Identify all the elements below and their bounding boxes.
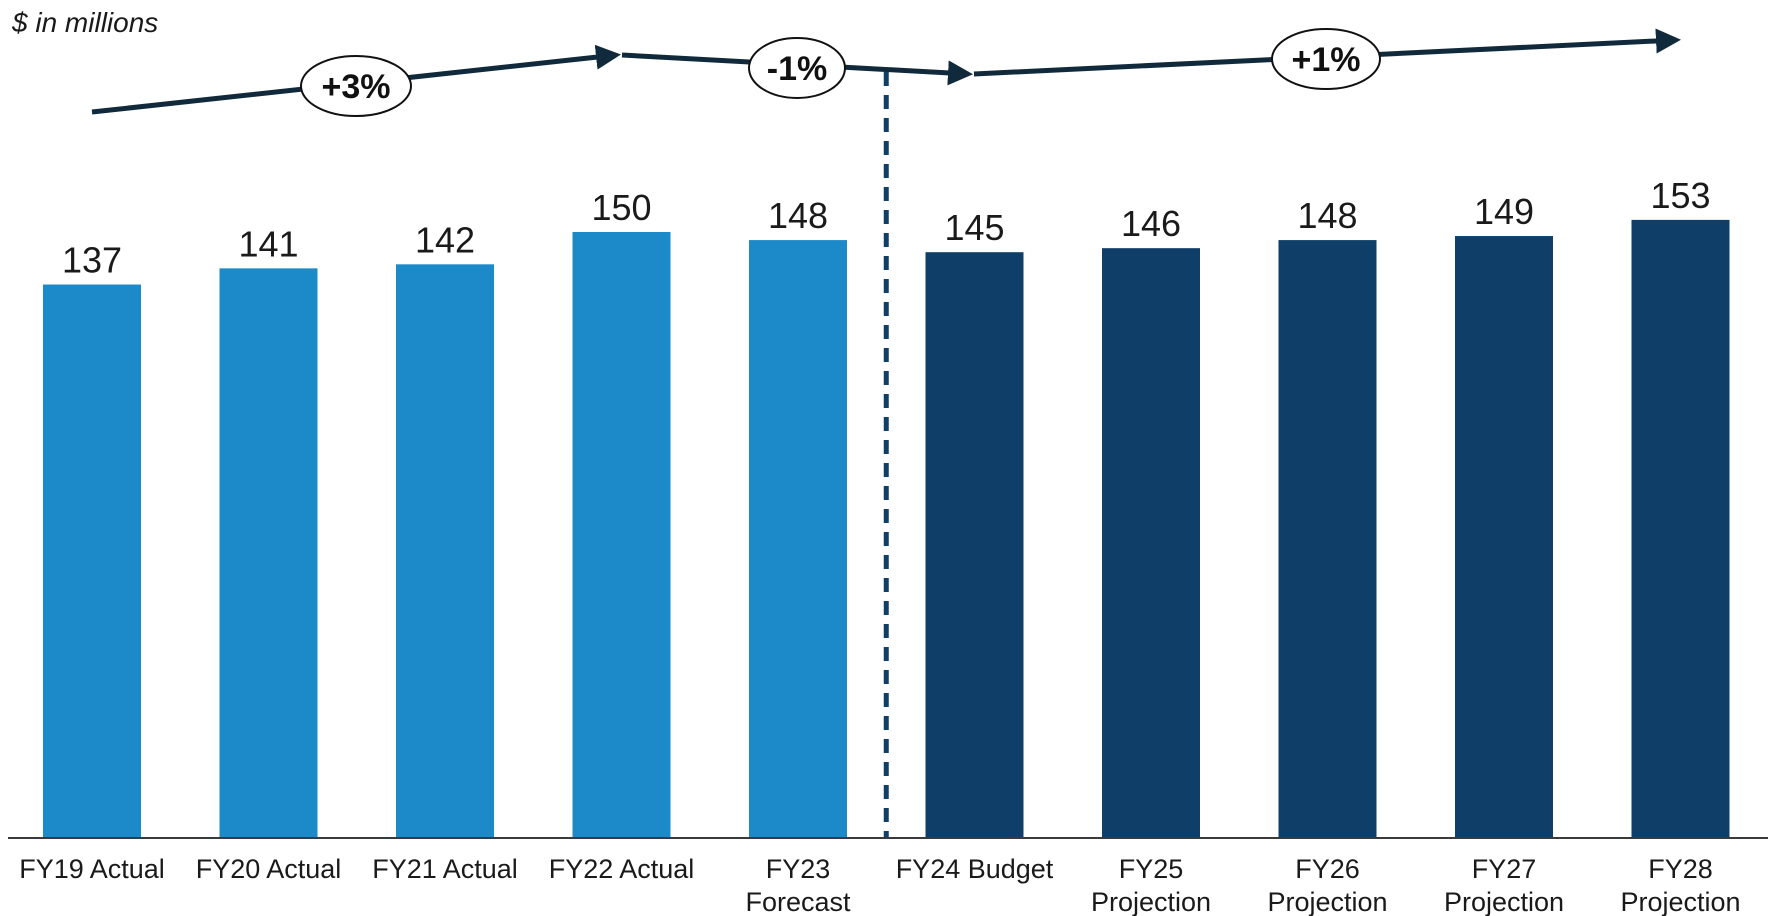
bar-1 bbox=[219, 268, 318, 838]
tick-label-4-line-0: FY23 bbox=[766, 854, 831, 884]
bar-5 bbox=[925, 252, 1024, 838]
tick-label-1: FY20 Actual bbox=[196, 854, 342, 884]
tick-label-3: FY22 Actual bbox=[549, 854, 695, 884]
tick-label-2-line-0: FY21 Actual bbox=[372, 854, 518, 884]
tick-label-6: FY25 Projection bbox=[1091, 854, 1211, 916]
value-labels-layer: 137 141 142 150 148 145 146 148 149 153 bbox=[62, 175, 1711, 281]
tick-label-5-line-0: FY24 Budget bbox=[896, 854, 1054, 884]
bar-6 bbox=[1102, 248, 1200, 838]
bar-9 bbox=[1631, 219, 1730, 838]
tick-label-7-line-1: Projection bbox=[1267, 887, 1387, 916]
cagr-label-0: +3% bbox=[322, 68, 391, 106]
value-label-9: 153 bbox=[1650, 175, 1710, 216]
tick-label-8-line-0: FY27 bbox=[1472, 854, 1537, 884]
tick-label-6-line-0: FY25 bbox=[1119, 854, 1184, 884]
bar-2 bbox=[396, 264, 494, 838]
bar-4 bbox=[749, 240, 847, 838]
tick-label-8: FY27 Projection bbox=[1444, 854, 1564, 916]
units-note: $ in millions bbox=[11, 7, 158, 38]
value-label-0: 137 bbox=[62, 240, 122, 281]
bars-layer bbox=[43, 219, 1730, 839]
cagr-oval-1 bbox=[748, 37, 846, 99]
value-label-3: 150 bbox=[591, 187, 651, 228]
tick-label-9: FY28 Projection bbox=[1620, 854, 1740, 916]
cagr-oval-2 bbox=[1271, 28, 1381, 90]
value-label-1: 141 bbox=[238, 223, 298, 264]
value-label-5: 145 bbox=[944, 207, 1004, 248]
tick-label-4: FY23 Forecast bbox=[745, 854, 851, 916]
value-label-4: 148 bbox=[768, 195, 828, 236]
tick-label-9-line-0: FY28 bbox=[1648, 854, 1713, 884]
bar-7 bbox=[1278, 240, 1377, 838]
tick-label-0: FY19 Actual bbox=[19, 854, 165, 884]
bar-0 bbox=[43, 284, 141, 838]
value-label-2: 142 bbox=[415, 219, 475, 260]
tick-label-9-line-1: Projection bbox=[1620, 887, 1740, 916]
cagr-label-2: +1% bbox=[1292, 41, 1361, 79]
tick-label-2: FY21 Actual bbox=[372, 854, 518, 884]
tick-label-0-line-0: FY19 Actual bbox=[19, 854, 165, 884]
value-label-8: 149 bbox=[1474, 191, 1534, 232]
tick-label-3-line-0: FY22 Actual bbox=[549, 854, 695, 884]
tick-label-7: FY26 Projection bbox=[1267, 854, 1387, 916]
tick-label-1-line-0: FY20 Actual bbox=[196, 854, 342, 884]
tick-label-5: FY24 Budget bbox=[896, 854, 1054, 884]
trend-layer: +3% -1% +1% bbox=[91, 28, 1681, 117]
value-label-6: 146 bbox=[1121, 203, 1181, 244]
tick-labels-layer: FY19 Actual FY20 Actual FY21 Actual FY22 Ac… bbox=[19, 854, 1740, 916]
tick-label-6-line-1: Projection bbox=[1091, 887, 1211, 916]
value-label-7: 148 bbox=[1297, 195, 1357, 236]
bar-8 bbox=[1455, 236, 1553, 839]
tick-label-4-line-1: Forecast bbox=[745, 887, 851, 916]
cagr-oval-0 bbox=[300, 55, 412, 117]
cagr-label-1: -1% bbox=[767, 50, 827, 88]
bar-3 bbox=[572, 232, 671, 838]
tick-label-7-line-0: FY26 bbox=[1295, 854, 1360, 884]
tick-label-8-line-1: Projection bbox=[1444, 887, 1564, 916]
